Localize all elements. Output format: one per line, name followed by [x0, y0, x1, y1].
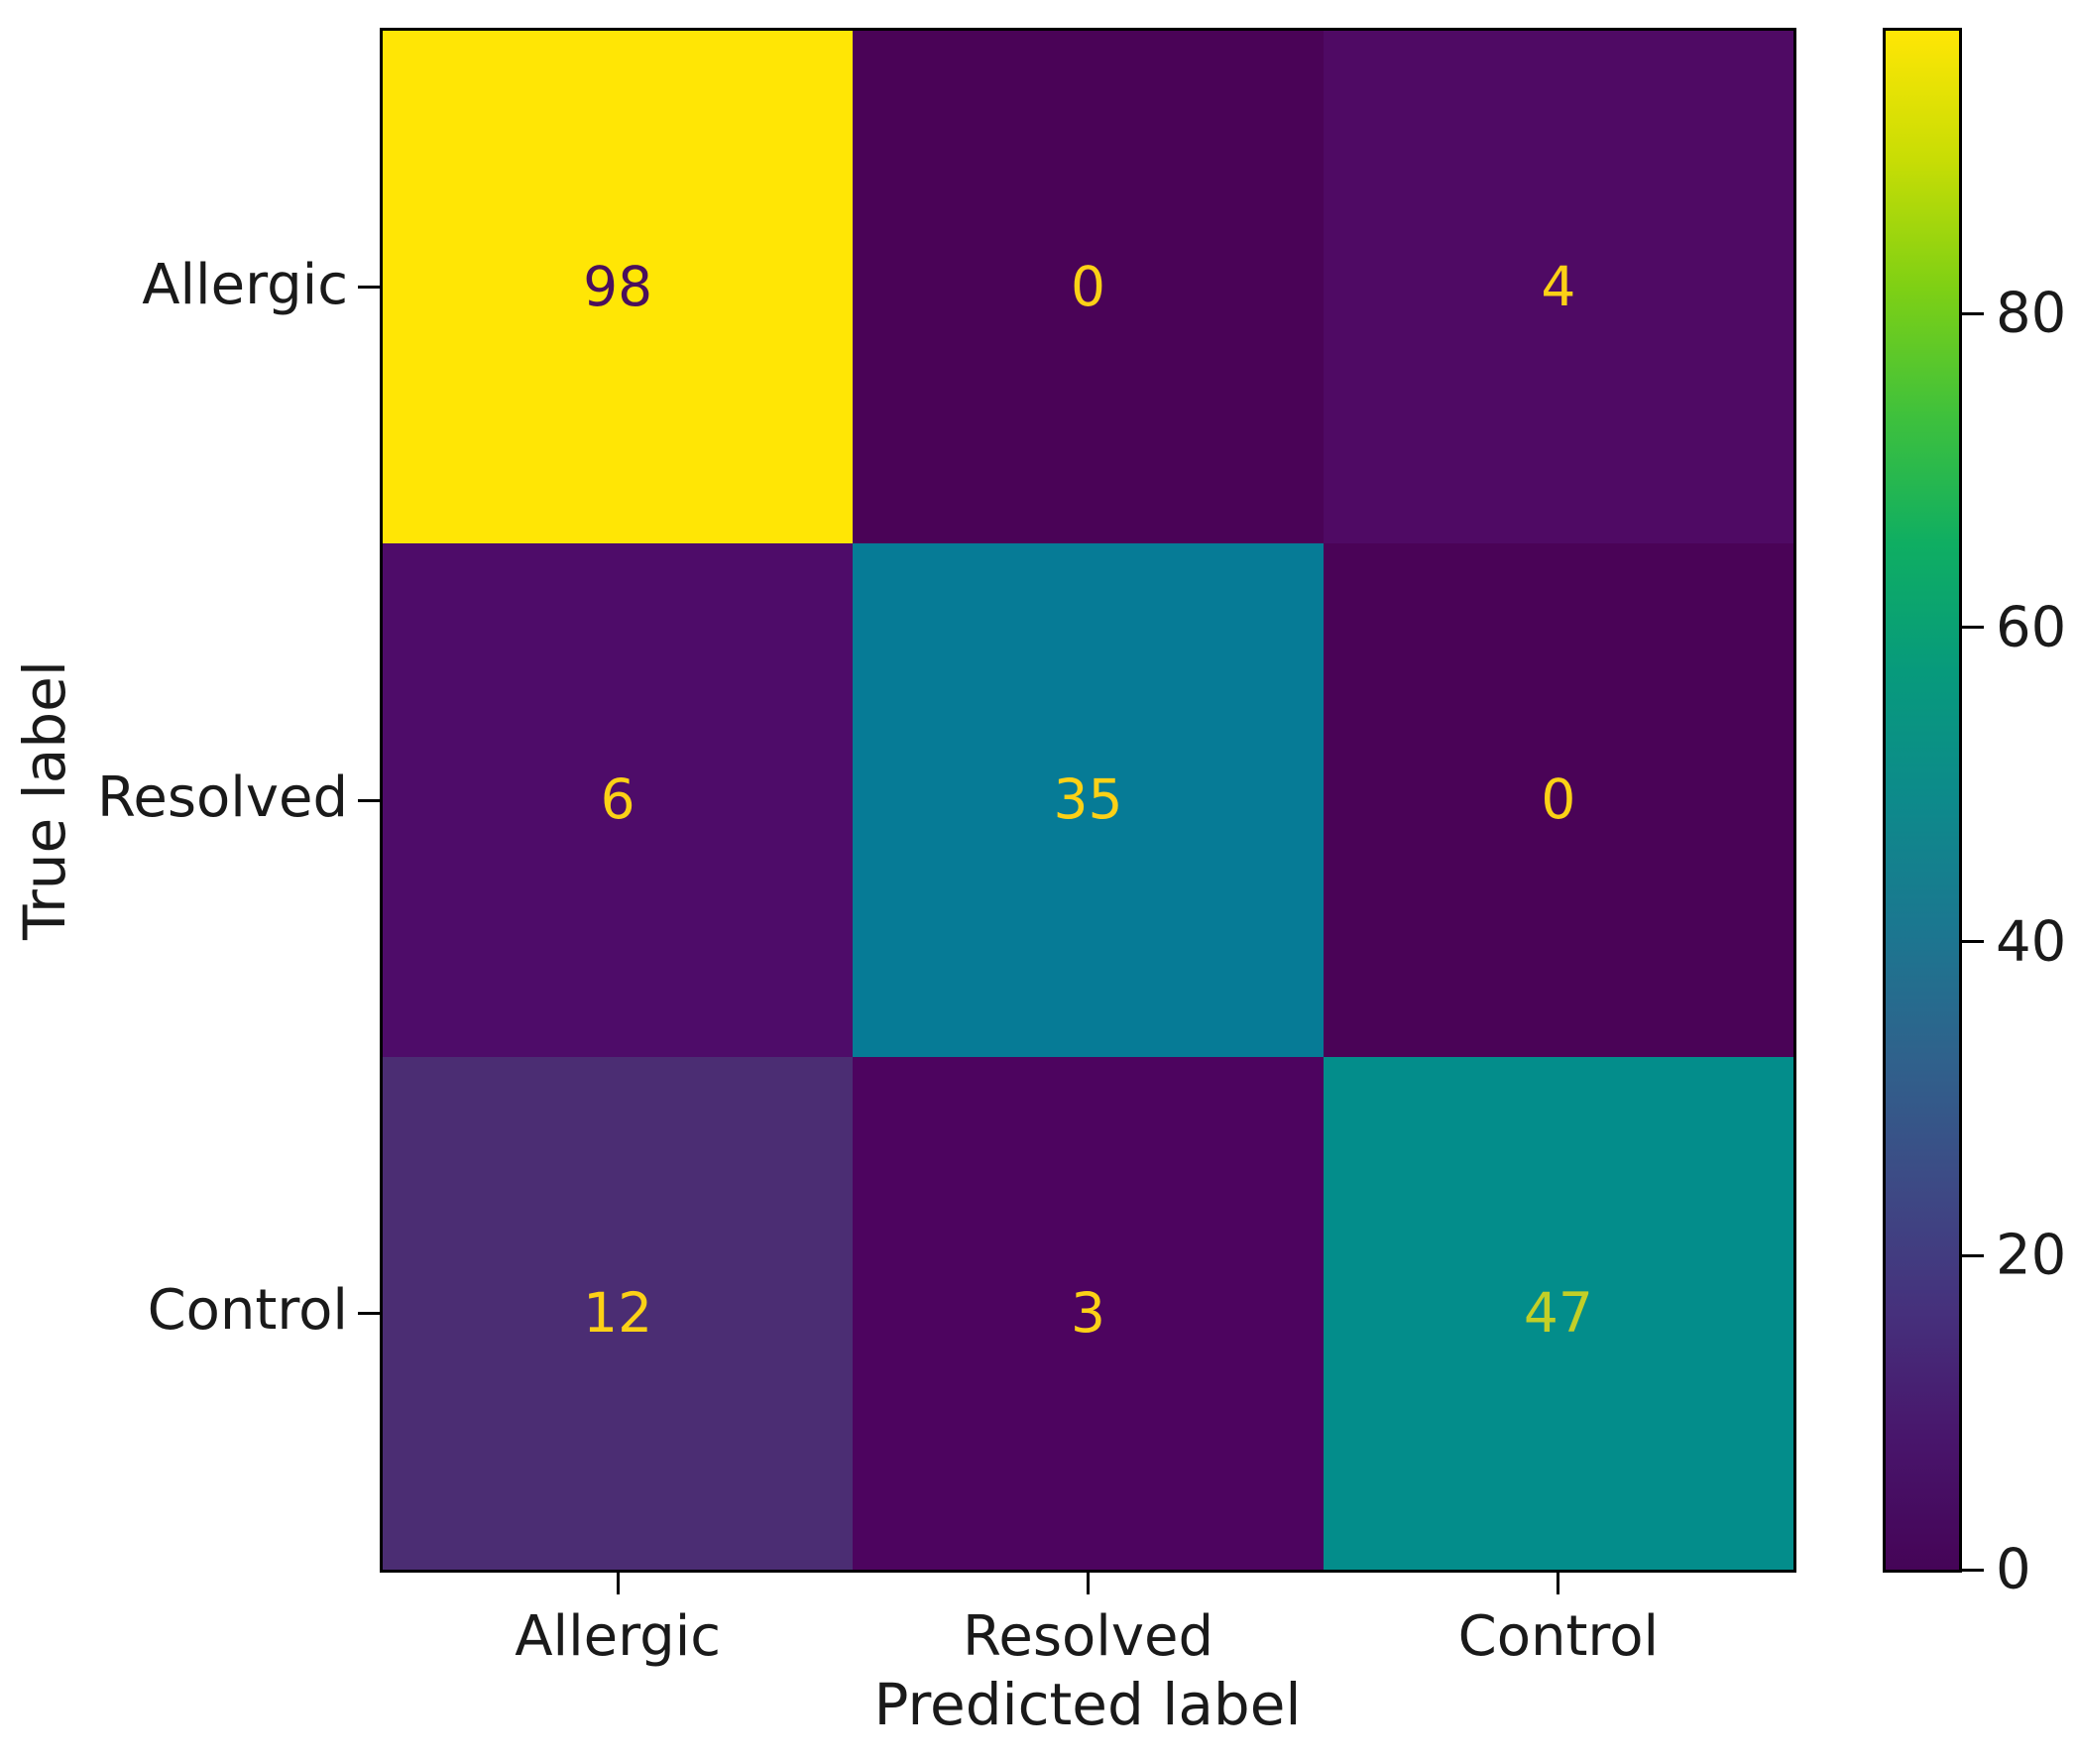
heatmap-cell-r1c1: 98: [383, 31, 854, 544]
y-tick-mark: [358, 1311, 380, 1315]
cell-value: 0: [1541, 767, 1576, 832]
colorbar-tick-mark: [1962, 1568, 1984, 1572]
colorbar-tick-mark: [1962, 311, 1984, 315]
heatmap-cell-r2c3: 0: [1323, 543, 1793, 1057]
heatmap-cell-r1c3: 4: [1323, 31, 1793, 544]
cell-value: 0: [1070, 255, 1105, 319]
x-axis-title: Predicted label: [873, 1671, 1302, 1738]
cell-value: 35: [1053, 767, 1123, 832]
colorbar-tick-mark: [1962, 626, 1984, 630]
colorbar: [1883, 28, 1962, 1573]
heatmap-cell-r3c1: 12: [383, 1056, 854, 1570]
x-tick-label: Resolved: [963, 1604, 1213, 1669]
cell-value: 47: [1523, 1280, 1593, 1345]
y-axis-title: True label: [11, 660, 78, 940]
heatmap-cell-r3c2: 3: [853, 1056, 1324, 1570]
heatmap-cell-r3c3: 47: [1323, 1056, 1793, 1570]
y-tick-mark: [358, 798, 380, 802]
x-tick-label: Allergic: [515, 1604, 722, 1669]
y-tick-label: Allergic: [142, 252, 348, 317]
colorbar-tick-label: 60: [1996, 595, 2067, 660]
y-tick-mark: [358, 286, 380, 290]
cell-value: 4: [1541, 255, 1576, 319]
colorbar-tick-label: 20: [1996, 1223, 2067, 1288]
heatmap-grid: 98 0 4 6 35 0 12 3 47: [380, 28, 1796, 1573]
colorbar-tick-mark: [1962, 1253, 1984, 1257]
y-tick-label: Resolved: [97, 764, 348, 830]
colorbar-tick-label: 80: [1996, 281, 2067, 346]
x-tick-mark: [1087, 1573, 1090, 1594]
x-tick-label: Control: [1457, 1604, 1660, 1669]
cell-value: 98: [583, 255, 653, 319]
y-tick-label: Control: [147, 1278, 348, 1344]
cell-value: 12: [583, 1280, 653, 1345]
cell-value: 3: [1070, 1280, 1105, 1345]
heatmap-cell-r2c2: 35: [853, 543, 1324, 1057]
colorbar-tick-mark: [1962, 940, 1984, 944]
heatmap-cell-r1c2: 0: [853, 31, 1324, 544]
x-tick-mark: [1557, 1573, 1560, 1594]
colorbar-tick-label: 0: [1996, 1537, 2031, 1602]
cell-value: 6: [600, 767, 635, 832]
x-tick-mark: [616, 1573, 620, 1594]
heatmap-cell-r2c1: 6: [383, 543, 854, 1057]
colorbar-tick-label: 40: [1996, 909, 2067, 975]
